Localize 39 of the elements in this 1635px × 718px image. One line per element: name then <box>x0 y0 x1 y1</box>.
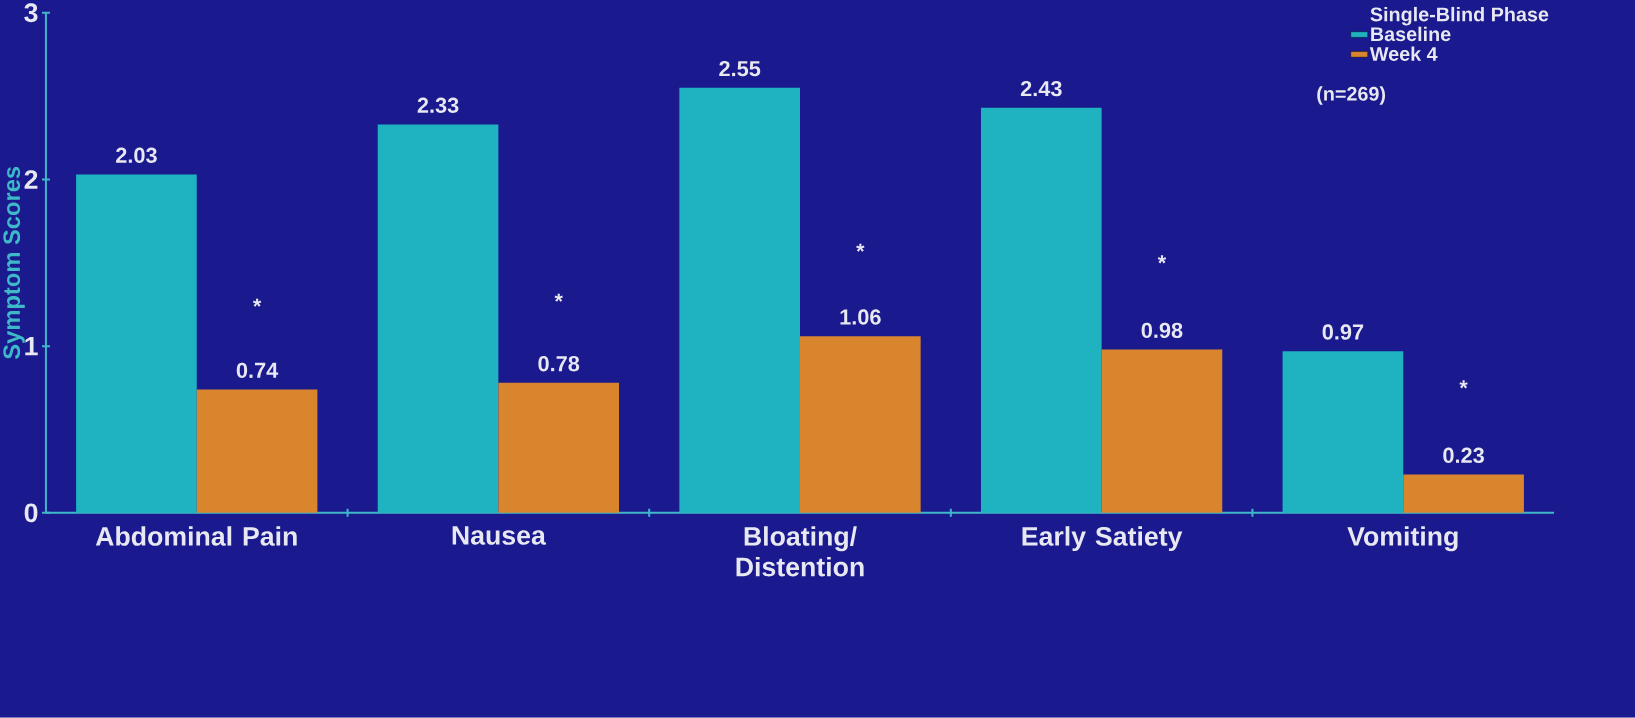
bar <box>800 336 921 513</box>
bar <box>377 124 499 513</box>
bar <box>1403 474 1524 513</box>
data-label: 0.97 <box>1322 324 1364 340</box>
x-tick-label: Vomiting <box>1347 526 1458 552</box>
bar <box>1282 351 1404 513</box>
y-tick-label: 2 <box>24 170 38 189</box>
annotation: * <box>252 298 262 307</box>
x-tick-label: Early Satiety <box>1022 526 1183 552</box>
y-tick-label: 0 <box>24 503 38 523</box>
y-tick-label: 1 <box>25 337 38 356</box>
x-tick-label: Nausea <box>452 526 547 545</box>
legend-label: Baseline <box>1371 26 1451 42</box>
data-label: 2.33 <box>417 97 459 114</box>
annotation: * <box>856 243 865 252</box>
legend-title: Single-Blind Phase <box>1370 6 1549 26</box>
data-label: 0.74 <box>236 362 279 379</box>
data-label: 2.03 <box>116 147 157 164</box>
annotation: (n=269) <box>1317 86 1386 105</box>
data-label: 0.78 <box>538 356 580 372</box>
y-axis-title: Symptom Scores <box>3 166 25 360</box>
data-label: 0.23 <box>1443 447 1484 464</box>
bar <box>1101 349 1223 513</box>
annotation: * <box>1157 255 1167 264</box>
bar <box>76 174 197 513</box>
x-tick-label: Abdominal Pain <box>95 526 297 546</box>
bar <box>679 87 800 513</box>
legend-label: Week 4 <box>1369 46 1438 61</box>
bar <box>498 382 620 513</box>
annotation: * <box>1459 380 1468 389</box>
data-label: 2.43 <box>1020 80 1062 97</box>
data-label: 2.55 <box>719 60 761 77</box>
data-label: 0.98 <box>1141 322 1183 339</box>
bar <box>196 389 318 513</box>
data-label: 1.06 <box>840 309 881 325</box>
annotation: * <box>554 293 563 302</box>
x-tick-label: Bloating/ Distention <box>736 526 864 577</box>
y-tick-label: 3 <box>24 3 38 23</box>
bar <box>980 107 1102 513</box>
